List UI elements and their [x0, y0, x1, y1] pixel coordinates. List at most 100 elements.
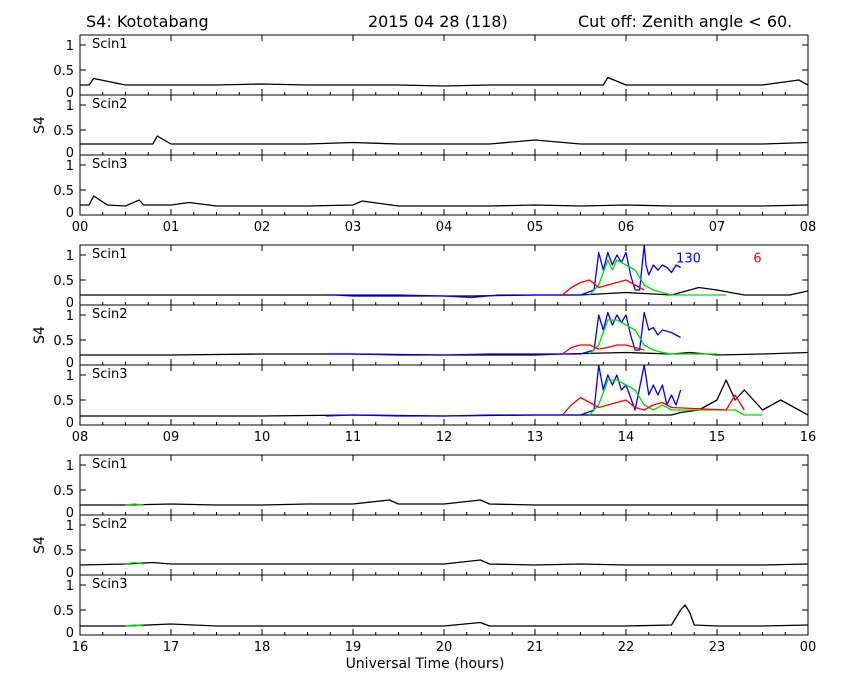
panel-1-scin1: 0 0.5 1 Scin1: [53, 34, 809, 101]
panel-frame: [79, 454, 809, 516]
series-green-scin1: [589, 259, 727, 296]
x-tick-label: 05: [527, 220, 544, 235]
y-tick-label: 0.5: [53, 184, 74, 199]
series-green-scin1: [125, 503, 144, 506]
y-tick-label: 0.5: [53, 64, 74, 79]
series-red-scin1: [561, 279, 645, 296]
series-green-scin2: [125, 561, 144, 565]
panel-1-scin2: 0 0.5 1 Scin2: [53, 94, 809, 161]
panel-3-scin2: 0 0.5 1 Scin2: [53, 514, 809, 581]
y-tick-label: 0: [66, 86, 74, 101]
x-axis-label: Universal Time (hours): [345, 656, 505, 672]
y-tick-label: 0: [66, 146, 74, 161]
x-tick-label: 07: [709, 220, 726, 235]
panel-label: Scin1: [92, 247, 128, 262]
panel-3-scin1: 0 0.5 1 Scin1: [53, 454, 809, 521]
x-tick-label: 10: [254, 430, 271, 445]
series-green-scin3: [125, 624, 144, 627]
x-tick-label: 19: [345, 640, 362, 655]
series-red-scin3: [561, 394, 745, 416]
y-tick-label: 1: [66, 519, 74, 534]
x-tick-label: 02: [254, 220, 271, 235]
x-tick-label: 18: [254, 640, 271, 655]
y-axis-label: S4: [32, 326, 48, 344]
x-tick-label: 15: [709, 430, 726, 445]
y-tick-label: 0.5: [53, 604, 74, 619]
y-axis-label: S4: [32, 116, 48, 134]
panel-2-scin1: 0 0.5 1 Scin1: [53, 244, 809, 311]
x-tick-label: 08: [72, 430, 89, 445]
x-tick-label: 00: [800, 640, 817, 655]
y-tick-label: 1: [66, 159, 74, 174]
series-blue-scin1: [325, 245, 681, 299]
y-tick-label: 1: [66, 39, 74, 54]
y-tick-label: 1: [66, 369, 74, 384]
x-tick-label: 11: [345, 430, 362, 445]
y-tick-label: 0.5: [53, 274, 74, 289]
x-tick-label: 23: [709, 640, 726, 655]
x-tick-label: 16: [72, 640, 89, 655]
x-tick-label: 22: [618, 640, 635, 655]
series-blue-scin3: [325, 365, 682, 417]
panel-frame: [79, 514, 809, 576]
panel-label: Scin3: [92, 577, 128, 592]
x-tick-label: 13: [527, 430, 544, 445]
y-tick-label: 0.5: [53, 544, 74, 559]
y-tick-label: 1: [66, 309, 74, 324]
y-tick-label: 0: [66, 626, 74, 641]
series-black-scin2: [80, 135, 808, 145]
y-axis-label: S4: [32, 536, 48, 554]
x-tick-label: 09: [163, 430, 180, 445]
panel-1-scin3: 0 0.5 1 Scin3: [53, 154, 809, 221]
y-tick-label: 1: [66, 249, 74, 264]
series-label-blue: 130: [676, 252, 701, 267]
x-tick-label: 16: [800, 430, 817, 445]
series-black-scin1: [80, 499, 808, 506]
station-title: S4: Kototabang: [86, 12, 209, 31]
series-black-scin3: [80, 604, 808, 627]
y-tick-label: 1: [66, 99, 74, 114]
series-black-scin1: [80, 76, 808, 87]
y-tick-label: 1: [66, 579, 74, 594]
y-tick-label: 0: [66, 296, 74, 311]
x-tick-label: 03: [345, 220, 362, 235]
panel-label: Scin2: [92, 307, 128, 322]
x-tick-label: 14: [618, 430, 635, 445]
series-green-scin3: [589, 379, 763, 416]
x-tick-label: 06: [618, 220, 635, 235]
x-tick-label: 01: [163, 220, 180, 235]
panel-2-scin2: 0 0.5 1 Scin2: [53, 304, 809, 371]
y-tick-label: 0.5: [53, 394, 74, 409]
x-tick-label: 04: [436, 220, 453, 235]
y-tick-label: 0: [66, 506, 74, 521]
y-tick-label: 1: [66, 459, 74, 474]
series-green-scin2: [589, 319, 717, 355]
x-tick-label: 20: [436, 640, 453, 655]
panel-label: Scin3: [92, 367, 128, 382]
series-blue-scin2: [325, 311, 681, 356]
y-tick-label: 0: [66, 206, 74, 221]
series-black-scin2: [80, 559, 808, 566]
panel-2-scin3: 0 0.5 1 Scin3: [53, 364, 809, 431]
date-title: 2015 04 28 (118): [368, 12, 508, 31]
series-label-red: 6: [753, 252, 761, 267]
y-tick-label: 0.5: [53, 484, 74, 499]
x-tick-label: 00: [72, 220, 89, 235]
y-tick-label: 0: [66, 566, 74, 581]
y-tick-label: 0.5: [53, 334, 74, 349]
series-red-scin2: [561, 344, 645, 355]
x-tick-label: 08: [800, 220, 817, 235]
x-tick-label: 12: [436, 430, 453, 445]
panel-label: Scin1: [92, 37, 128, 52]
x-tick-label: 21: [527, 640, 544, 655]
y-tick-label: 0: [66, 416, 74, 431]
x-tick-label: 17: [163, 640, 180, 655]
y-tick-label: 0.5: [53, 124, 74, 139]
panel-frame: [79, 94, 809, 156]
cutoff-title: Cut off: Zenith angle < 60.: [578, 12, 793, 31]
series-black-scin3: [80, 195, 808, 207]
panel-frame: [79, 304, 809, 366]
panel-3-scin3: 0 0.5 1 Scin3: [53, 574, 809, 641]
panel-label: Scin3: [92, 157, 128, 172]
